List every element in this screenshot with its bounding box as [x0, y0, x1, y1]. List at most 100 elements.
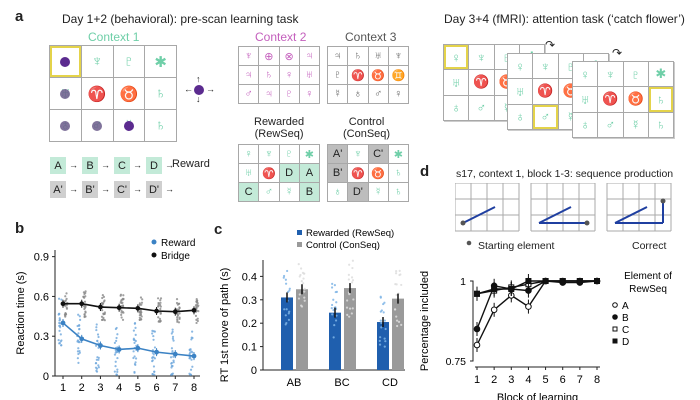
scatter-point: [159, 299, 162, 302]
scatter-point: [172, 361, 175, 364]
grid-cell: ♈: [469, 70, 494, 95]
scatter-point: [95, 323, 98, 326]
grid-cell: ♁: [573, 112, 598, 137]
scatter-point: [116, 333, 119, 336]
scatter-point: [347, 273, 350, 276]
marker-D: [542, 278, 549, 284]
legend-label: A: [622, 301, 629, 312]
series-line-reward: [62, 322, 195, 357]
scatter-point: [380, 321, 383, 324]
scatter-point: [101, 309, 104, 312]
scatter-point: [330, 306, 333, 310]
grid-cell: ☿: [113, 110, 145, 141]
scatter-point: [171, 335, 175, 338]
agent-dot-icon: [60, 120, 71, 131]
scatter-point: [58, 341, 61, 345]
y-tick-label: 0: [43, 371, 49, 383]
grid-cell: ♃: [299, 47, 319, 65]
scatter-point: [331, 282, 334, 285]
grid-cell: ♂: [239, 85, 259, 103]
context3-grid: ♃ ♄ ♅ ♆ ♇ ♈ ♉ ♊ ☿ ♁ ♂ ♀: [327, 46, 409, 104]
marker-D: [525, 278, 532, 284]
scatter-point: [156, 305, 160, 308]
y-tick-label: 0.3: [242, 295, 257, 307]
grid-cell: ☿: [279, 183, 299, 201]
scatter-point: [379, 296, 382, 299]
scatter-point: [102, 312, 105, 315]
rewarded-cell-B: B: [299, 183, 319, 201]
control-title: Control (ConSeq): [343, 116, 390, 140]
grid-cell: ✱: [299, 145, 319, 163]
rewarded-cell-D: D: [279, 164, 299, 182]
legend-marker: [297, 230, 302, 235]
x-tick-label: 2: [79, 382, 85, 394]
scatter-point: [116, 370, 119, 374]
scatter-point: [115, 339, 118, 342]
scatter-point: [400, 283, 403, 287]
scatter-point: [195, 306, 198, 309]
mean-point-bridge: [154, 308, 159, 314]
scatter-point: [95, 369, 98, 372]
scatter-point: [170, 347, 174, 350]
marker-D: [491, 286, 498, 292]
scatter-point: [288, 289, 291, 292]
grid-cell: ♆: [598, 62, 623, 87]
grid-cell: ♈: [81, 78, 113, 109]
scatter-point: [285, 321, 288, 325]
legend-label: Bridge: [161, 251, 190, 262]
scatter-point: [348, 307, 352, 310]
grid-cell: ♅: [368, 47, 388, 65]
scatter-point: [84, 311, 87, 314]
scatter-point: [303, 272, 306, 275]
scatter-point: [140, 311, 143, 314]
legend-marker: [151, 252, 157, 258]
grid-cell: ♉: [368, 66, 388, 84]
grid-cell: ♆: [239, 47, 259, 65]
scatter-point: [84, 315, 87, 318]
mean-point-bridge: [98, 304, 103, 310]
x-tick-label: 6: [560, 374, 566, 386]
scatter-point: [346, 313, 349, 316]
scatter-point: [348, 263, 351, 266]
sequence-element-D': D': [146, 181, 162, 198]
grid-cell: ✱: [388, 145, 408, 163]
marker-A: [490, 306, 498, 314]
grid-cell: ♈: [533, 79, 558, 104]
x-tick-label: 1: [60, 382, 66, 394]
scatter-point: [331, 313, 334, 316]
scatter-point: [379, 336, 382, 339]
scatter-point: [153, 330, 157, 333]
scatter-point: [303, 290, 306, 293]
scatter-point: [78, 327, 81, 331]
legend-label: Control (ConSeq): [306, 240, 380, 251]
scatter-point: [378, 339, 381, 342]
scatter-point: [189, 373, 192, 376]
chart-c: 0 0.1 0.2 0.3 0.4 AB BC CD RT 1st move of path (…: [219, 228, 405, 389]
scatter-point: [96, 356, 99, 359]
y-tick-label: 0.3: [34, 331, 49, 343]
scatter-point: [77, 361, 80, 364]
grid-cell: ♇: [623, 62, 648, 87]
scatter-point: [133, 341, 136, 344]
control-cell-D': D': [348, 183, 368, 201]
scatter-point: [159, 311, 162, 314]
grid-cell: ♅: [50, 78, 81, 109]
scatter-point: [152, 365, 156, 368]
marker-D: [474, 290, 480, 297]
scatter-point: [175, 301, 179, 305]
scatter-point: [116, 368, 119, 371]
scatter-point: [300, 280, 303, 283]
mean-point-bridge: [79, 301, 85, 307]
legend-label: Reward: [161, 238, 195, 249]
scatter-point: [351, 266, 354, 270]
mean-point-bridge: [135, 305, 141, 311]
mean-point-bridge: [172, 309, 178, 315]
scatter-point: [77, 352, 80, 356]
control-title-line1: Control: [348, 116, 385, 128]
scatter-point: [159, 297, 163, 300]
grid-cell: ♇: [279, 145, 299, 163]
grid-cell: ♀: [239, 145, 259, 163]
scatter-point: [282, 274, 286, 278]
scatter-point: [396, 324, 399, 328]
